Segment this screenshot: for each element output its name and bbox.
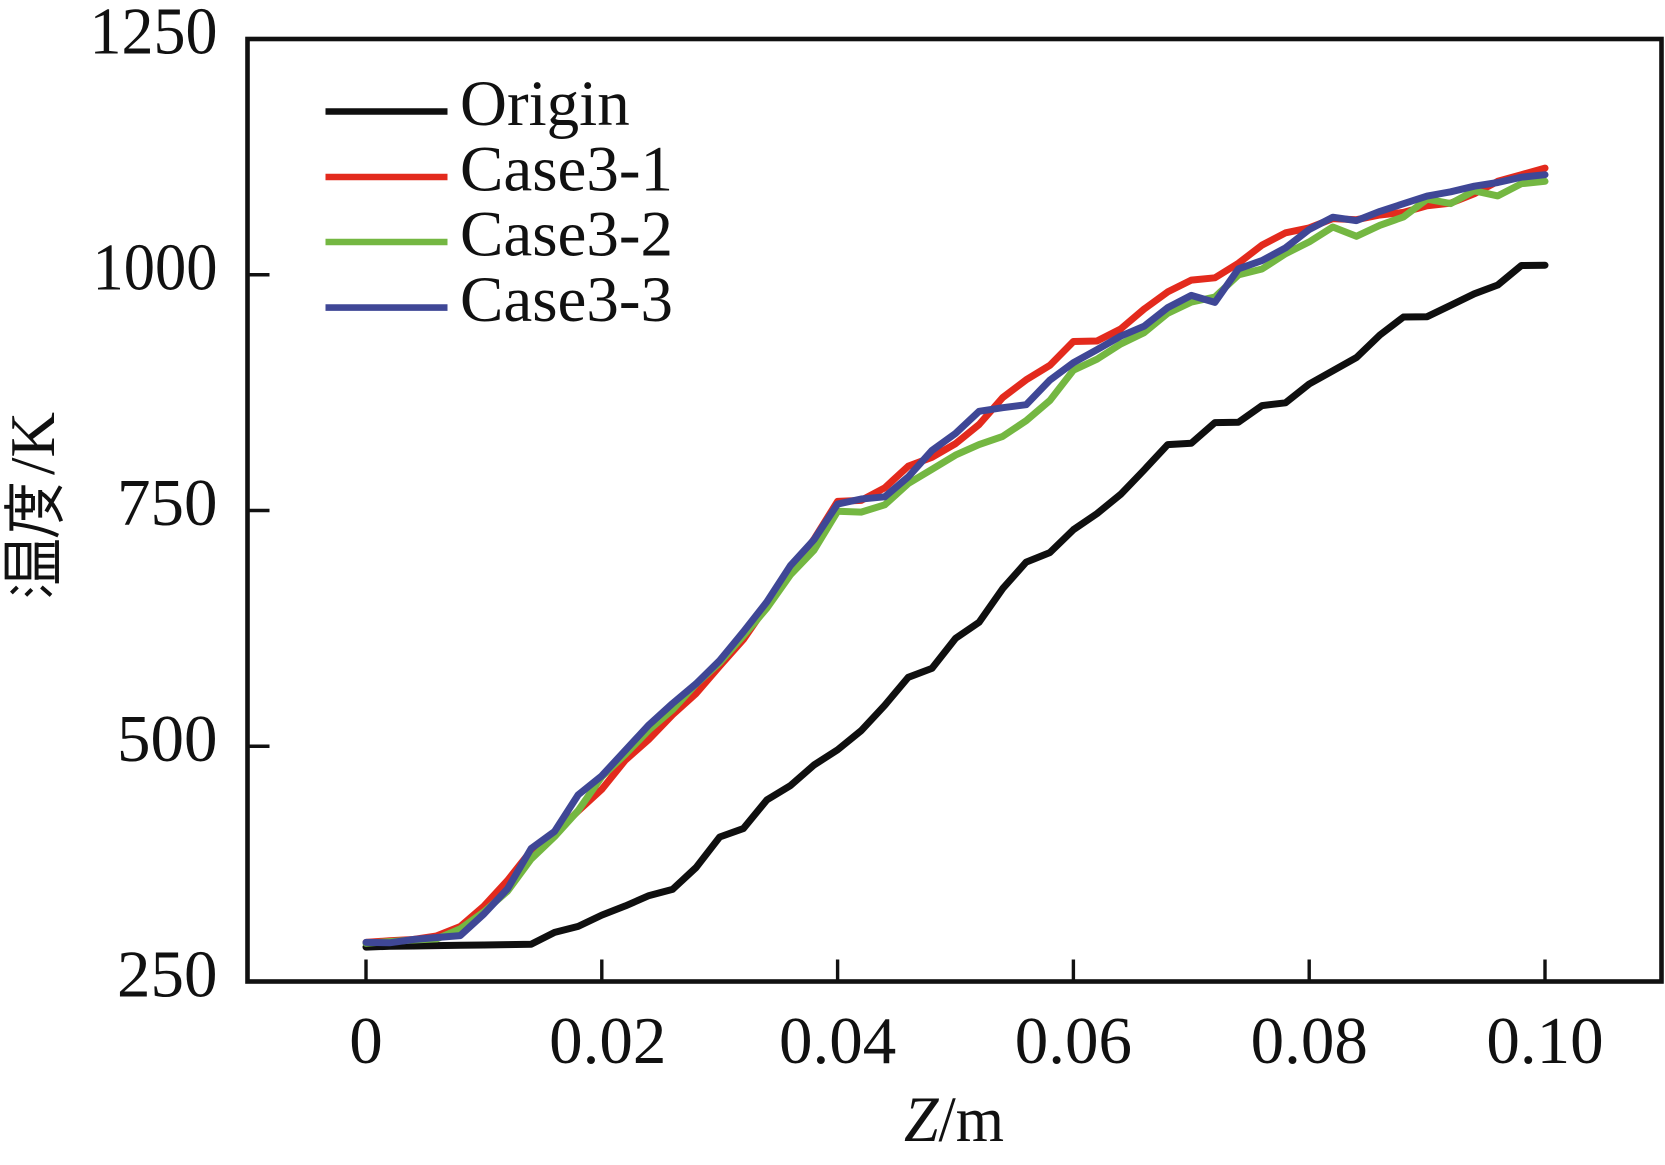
svg-text:0.02: 0.02 [549,1004,666,1078]
svg-text:1250: 1250 [90,0,218,69]
svg-text:Case3-1: Case3-1 [460,134,673,206]
svg-text:Case3-3: Case3-3 [460,264,673,336]
svg-text:1000: 1000 [93,230,218,304]
svg-text:500: 500 [117,702,218,776]
svg-text:Case3-2: Case3-2 [460,199,673,271]
svg-text:0.10: 0.10 [1486,1004,1603,1078]
svg-text:/K: /K [0,412,68,475]
svg-text:0.08: 0.08 [1251,1004,1368,1078]
svg-text:750: 750 [117,466,218,540]
svg-text:Origin: Origin [460,68,630,140]
svg-text:250: 250 [117,938,218,1012]
svg-text:0.06: 0.06 [1015,1004,1132,1078]
svg-text:Z/m: Z/m [904,1084,1004,1156]
svg-text:0.04: 0.04 [779,1004,896,1078]
svg-text:0: 0 [349,1004,383,1078]
